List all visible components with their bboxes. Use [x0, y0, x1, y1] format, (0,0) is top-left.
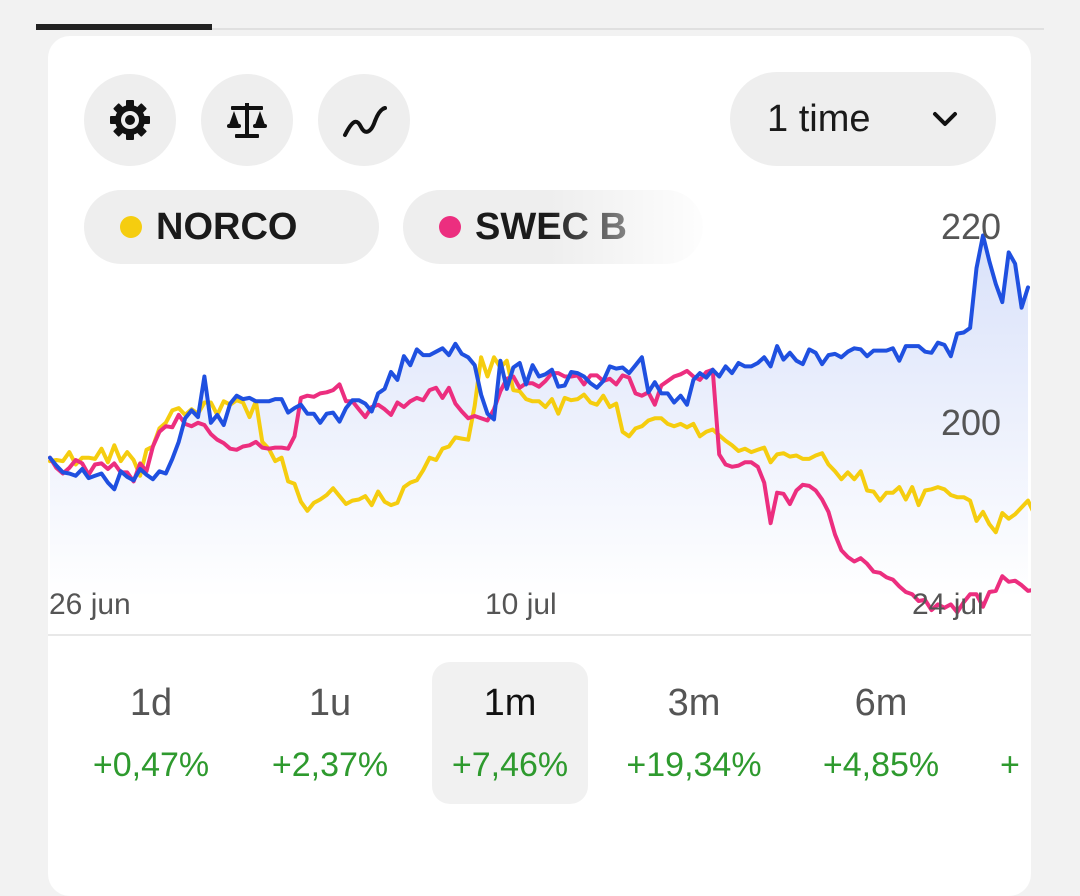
- compare-button[interactable]: [201, 74, 293, 166]
- chart-card: 1 time NORCO SWEC B 220 200 26 jun 10 ju…: [48, 36, 1031, 896]
- tab-rail: [36, 28, 1044, 30]
- y-tick-label: 220: [941, 206, 1002, 247]
- period-change: +2,37%: [271, 746, 389, 784]
- gear-icon: [110, 100, 150, 140]
- period-3m[interactable]: 3m +19,34%: [616, 662, 772, 804]
- period-label: 6m: [854, 682, 908, 724]
- range-select[interactable]: 1 time: [730, 72, 996, 166]
- period-label: 3m: [667, 682, 721, 724]
- x-tick-label: 10 jul: [485, 588, 557, 621]
- x-tick-label: 26 jun: [49, 588, 131, 621]
- period-label: 1d: [129, 682, 173, 724]
- legend-label: NORCO: [156, 205, 298, 248]
- period-change: +4,85%: [822, 746, 940, 784]
- tab-indicator: [36, 22, 1044, 30]
- legend-fade: [548, 186, 748, 268]
- period-change: +0,47%: [92, 746, 210, 784]
- range-select-value: 1 time: [767, 97, 871, 140]
- period-1m[interactable]: 1m +7,46%: [432, 662, 588, 804]
- active-tab-underline: [36, 24, 212, 30]
- period-label: 1m: [483, 682, 537, 724]
- series-area-fill: [50, 235, 1028, 598]
- line-chart-icon: [343, 106, 387, 137]
- settings-button[interactable]: [84, 74, 176, 166]
- series-line-blue: [48, 233, 1030, 492]
- price-chart[interactable]: [48, 196, 1031, 636]
- chart-type-button[interactable]: [318, 74, 410, 166]
- period-1u[interactable]: 1u +2,37%: [252, 662, 408, 804]
- swec-b-color-dot: [439, 216, 461, 238]
- norco-color-dot: [120, 216, 142, 238]
- period-label: 1u: [308, 682, 352, 724]
- chevron-down-icon: [933, 112, 957, 126]
- divider: [48, 634, 1031, 636]
- x-tick-label: 24 jul: [912, 588, 984, 621]
- period-next[interactable]: +: [958, 662, 1031, 804]
- period-change: +19,34%: [626, 746, 762, 784]
- y-tick-label: 200: [941, 402, 1002, 443]
- period-change: +: [1000, 746, 1020, 784]
- period-1d[interactable]: 1d +0,47%: [73, 662, 229, 804]
- period-6m[interactable]: 6m +4,85%: [803, 662, 959, 804]
- legend-norco[interactable]: NORCO: [84, 190, 379, 264]
- series-line-norco: [48, 355, 1031, 535]
- scale-icon: [227, 103, 267, 138]
- period-change: +7,46%: [451, 746, 569, 784]
